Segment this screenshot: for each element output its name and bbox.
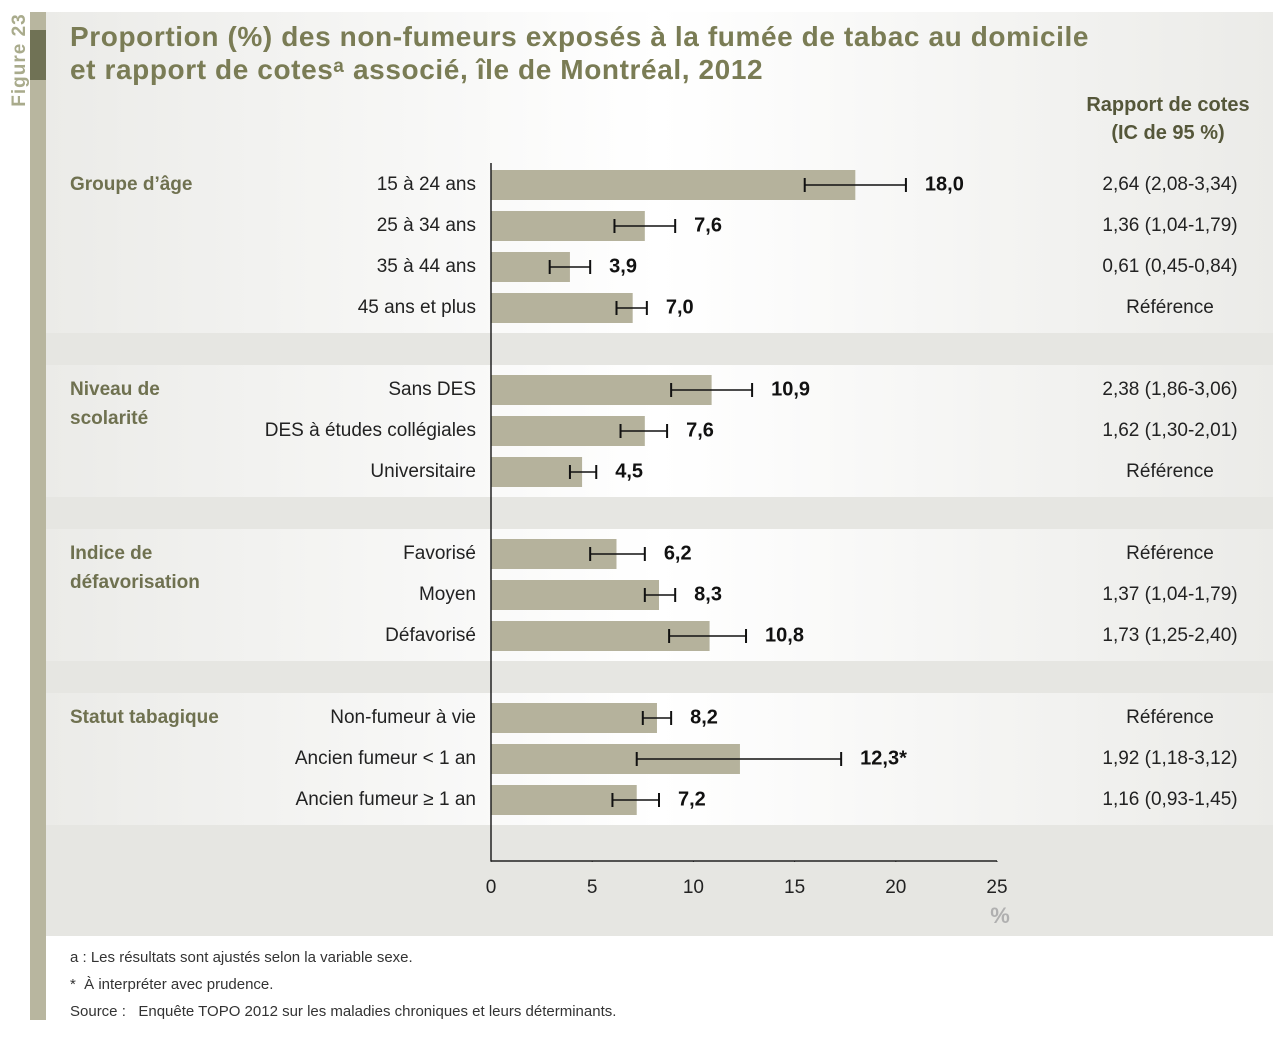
category-label: 15 à 24 ans: [377, 174, 476, 195]
odds-label: 2,38 (1,86-3,06): [1102, 379, 1237, 400]
odds-label: Référence: [1126, 543, 1214, 564]
bar: [491, 703, 657, 733]
odds-label: Référence: [1126, 297, 1214, 318]
group-label: Groupe d’âge: [70, 174, 193, 195]
category-label: DES à études collégiales: [265, 420, 476, 441]
value-label: 10,8: [765, 624, 804, 646]
odds-label: 1,16 (0,93-1,45): [1102, 789, 1237, 810]
x-tick-label: 20: [885, 877, 906, 898]
group-label: Indice de défavorisation: [70, 543, 200, 593]
category-label: Ancien fumeur < 1 an: [295, 748, 476, 769]
odds-label: Référence: [1126, 461, 1214, 482]
odds-label: 0,61 (0,45-0,84): [1102, 256, 1237, 277]
odds-label: Référence: [1126, 707, 1214, 728]
value-label: 8,2: [690, 706, 718, 728]
footnote: Source : Enquête TOPO 2012 sur les malad…: [70, 1003, 617, 1020]
x-tick-label: 25: [986, 877, 1007, 898]
category-label: 25 à 34 ans: [377, 215, 476, 236]
figure-label: Figure 23: [9, 13, 30, 106]
bar: [491, 293, 633, 323]
odds-label: 1,36 (1,04-1,79): [1102, 215, 1237, 236]
side-stripe: [30, 12, 46, 1020]
x-tick-label: 10: [683, 877, 704, 898]
category-label: Universitaire: [370, 461, 476, 482]
bar: [491, 170, 856, 200]
value-label: 18,0: [925, 173, 964, 195]
value-label: 3,9: [609, 255, 637, 277]
side-block: [30, 30, 46, 80]
value-label: 7,2: [678, 788, 706, 810]
value-label: 7,6: [694, 214, 722, 236]
category-label: Sans DES: [388, 379, 476, 400]
value-label: 8,3: [694, 583, 722, 605]
value-label: 7,6: [686, 419, 714, 441]
category-label: Non-fumeur à vie: [330, 707, 476, 728]
value-label: 4,5: [615, 460, 643, 482]
x-tick-label: 0: [486, 877, 497, 898]
bar: [491, 580, 659, 610]
group-label: Niveau de scolarité: [70, 379, 160, 429]
x-tick-label: 15: [784, 877, 805, 898]
category-label: 45 ans et plus: [358, 297, 476, 318]
footnote: a : Les résultats sont ajustés selon la …: [70, 949, 413, 966]
odds-label: 1,92 (1,18-3,12): [1102, 748, 1237, 769]
x-tick-label: 5: [587, 877, 598, 898]
category-label: Favorisé: [403, 543, 476, 564]
odds-label: 1,73 (1,25-2,40): [1102, 625, 1237, 646]
category-label: Moyen: [419, 584, 476, 605]
x-axis-label: %: [990, 903, 1010, 928]
category-label: Défavorisé: [385, 625, 476, 646]
category-label: Ancien fumeur ≥ 1 an: [296, 789, 476, 810]
value-label: 12,3*: [860, 747, 907, 769]
bar: [491, 457, 583, 487]
value-label: 10,9: [771, 378, 810, 400]
odds-label: 1,37 (1,04-1,79): [1102, 584, 1237, 605]
odds-label: 1,62 (1,30-2,01): [1102, 420, 1237, 441]
category-label: 35 à 44 ans: [377, 256, 476, 277]
odds-header: Rapport de cotes (IC de 95 %): [1086, 94, 1250, 144]
group-label: Statut tabagique: [70, 707, 219, 728]
value-label: 7,0: [666, 296, 694, 318]
odds-label: 2,64 (2,08-3,34): [1102, 174, 1237, 195]
value-label: 6,2: [664, 542, 692, 564]
bar: [491, 416, 645, 446]
footnote: * À interpréter avec prudence.: [70, 976, 274, 993]
chart-title: Proportion (%) des non-fumeurs exposés à…: [70, 21, 1090, 85]
